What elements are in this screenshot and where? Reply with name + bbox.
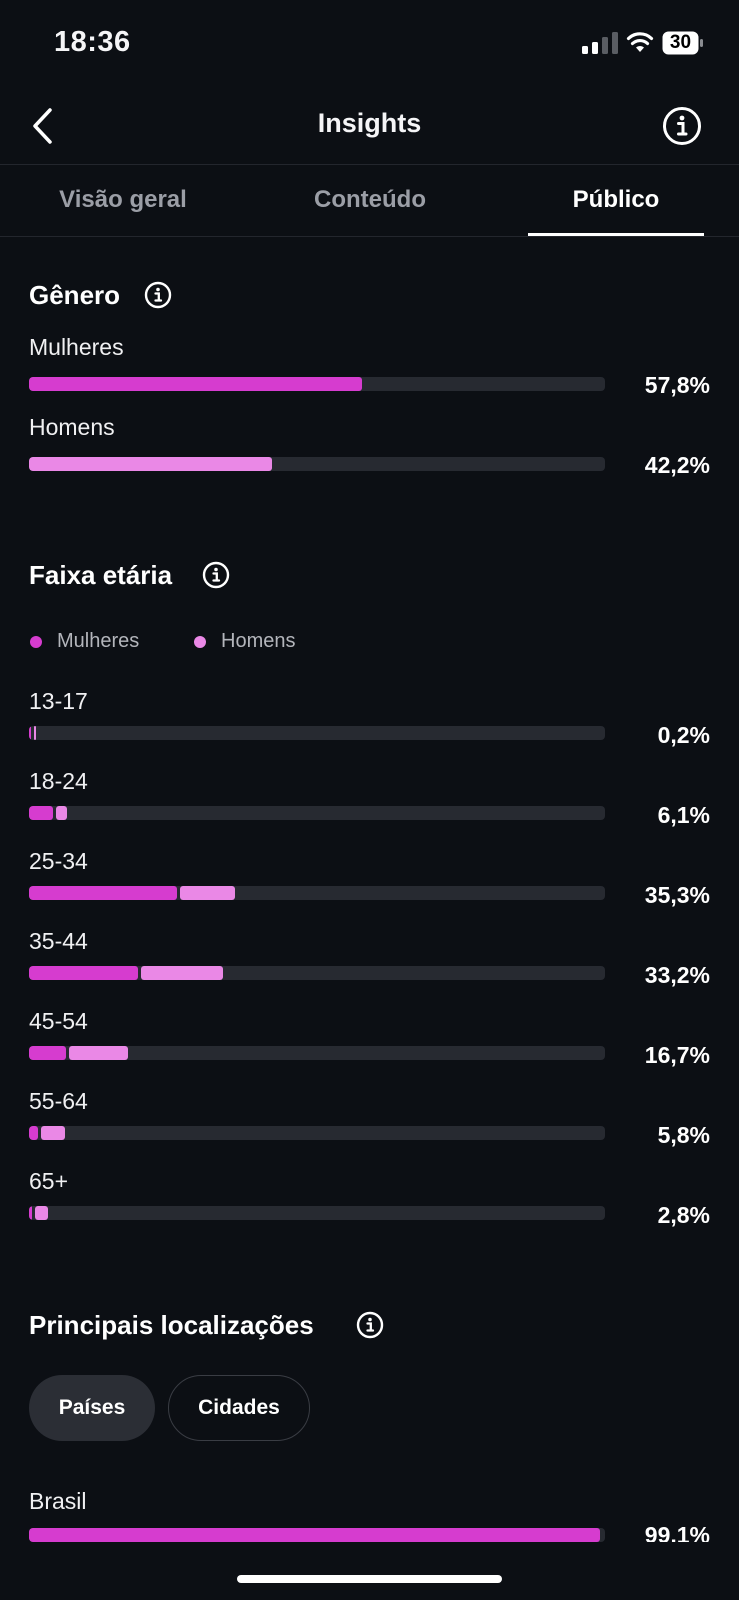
age-bar-women-segment xyxy=(29,886,178,900)
age-percent: 16,7% xyxy=(644,1042,710,1068)
age-bar-women-segment xyxy=(29,1126,38,1140)
wifi-icon xyxy=(626,32,654,52)
age-bar xyxy=(29,966,605,980)
status-time: 18:36 xyxy=(54,26,131,58)
age-bar-men-segment xyxy=(35,1206,49,1220)
age-bar xyxy=(29,806,605,820)
age-bar xyxy=(29,1206,605,1220)
back-arrow-icon[interactable] xyxy=(30,106,56,146)
tab-visao-geral[interactable]: Visão geral xyxy=(59,186,187,213)
chip-countries[interactable]: Países xyxy=(29,1375,155,1441)
home-indicator[interactable] xyxy=(237,1575,502,1583)
age-bar-women-segment xyxy=(29,1046,67,1060)
gender-bar-men xyxy=(29,457,605,471)
age-bar xyxy=(29,1126,605,1140)
legend-dot-men xyxy=(194,636,206,648)
header-divider xyxy=(0,164,739,165)
age-bar-men-segment xyxy=(69,1046,129,1060)
age-label: 65+ xyxy=(29,1168,69,1194)
age-bar-women-segment xyxy=(29,1206,33,1220)
page-title: Insights xyxy=(317,108,422,138)
age-label: 13-17 xyxy=(29,688,88,714)
cellular-signal-icon xyxy=(582,32,618,54)
age-bar-women-segment xyxy=(29,726,31,740)
tab-conteudo[interactable]: Conteúdo xyxy=(314,186,426,213)
age-bar-men-segment xyxy=(40,1126,66,1140)
gender-label-men: Homens xyxy=(29,414,115,440)
active-tab-indicator xyxy=(528,233,704,236)
age-bar-men-segment xyxy=(141,966,224,980)
age-bar xyxy=(29,726,605,740)
age-percent: 2,8% xyxy=(657,1202,710,1228)
age-bar xyxy=(29,886,605,900)
age-bar xyxy=(29,1046,605,1060)
gender-percent-women: 57,8% xyxy=(644,372,710,398)
age-percent: 6,1% xyxy=(657,802,710,828)
tab-publico[interactable]: Público xyxy=(572,186,660,213)
battery-icon: 30 xyxy=(662,31,704,55)
age-percent: 35,3% xyxy=(644,882,710,908)
age-label: 18-24 xyxy=(29,768,88,794)
tabs-divider xyxy=(0,236,739,237)
gender-section-title: Gênero xyxy=(29,280,121,310)
age-percent: 5,8% xyxy=(657,1122,710,1148)
age-bar-women-segment xyxy=(29,966,139,980)
age-label: 45-54 xyxy=(29,1008,88,1034)
chip-cities[interactable]: Cidades xyxy=(168,1375,310,1441)
age-label: 55-64 xyxy=(29,1088,88,1114)
gender-label-women: Mulheres xyxy=(29,334,124,360)
location-percent-brasil: 99,1% xyxy=(644,1522,710,1542)
location-fill xyxy=(29,1528,600,1542)
battery-level: 30 xyxy=(669,32,692,53)
age-bar-men-segment xyxy=(180,886,236,900)
age-bar-women-segment xyxy=(29,806,54,820)
age-label: 35-44 xyxy=(29,928,88,954)
age-section-title: Faixa etária xyxy=(29,560,173,590)
legend-dot-women xyxy=(30,636,42,648)
age-bar-men-segment xyxy=(56,806,68,820)
age-label: 25-34 xyxy=(29,848,88,874)
legend-label-men: Homens xyxy=(221,630,296,652)
age-bar-men-segment xyxy=(34,726,36,740)
gender-fill xyxy=(29,377,362,391)
gender-percent-men: 42,2% xyxy=(644,452,710,478)
age-info-icon[interactable] xyxy=(202,561,230,589)
location-label-brasil: Brasil xyxy=(29,1488,87,1514)
gender-fill xyxy=(29,457,273,471)
age-percent: 0,2% xyxy=(657,722,710,748)
locations-info-icon[interactable] xyxy=(356,1311,384,1339)
info-icon[interactable] xyxy=(662,106,702,146)
locations-section-title: Principais localizações xyxy=(29,1310,314,1340)
gender-info-icon[interactable] xyxy=(144,281,172,309)
legend-label-women: Mulheres xyxy=(57,630,140,652)
age-percent: 33,2% xyxy=(644,962,710,988)
location-bar-brasil xyxy=(29,1528,605,1542)
gender-bar-women xyxy=(29,377,605,391)
